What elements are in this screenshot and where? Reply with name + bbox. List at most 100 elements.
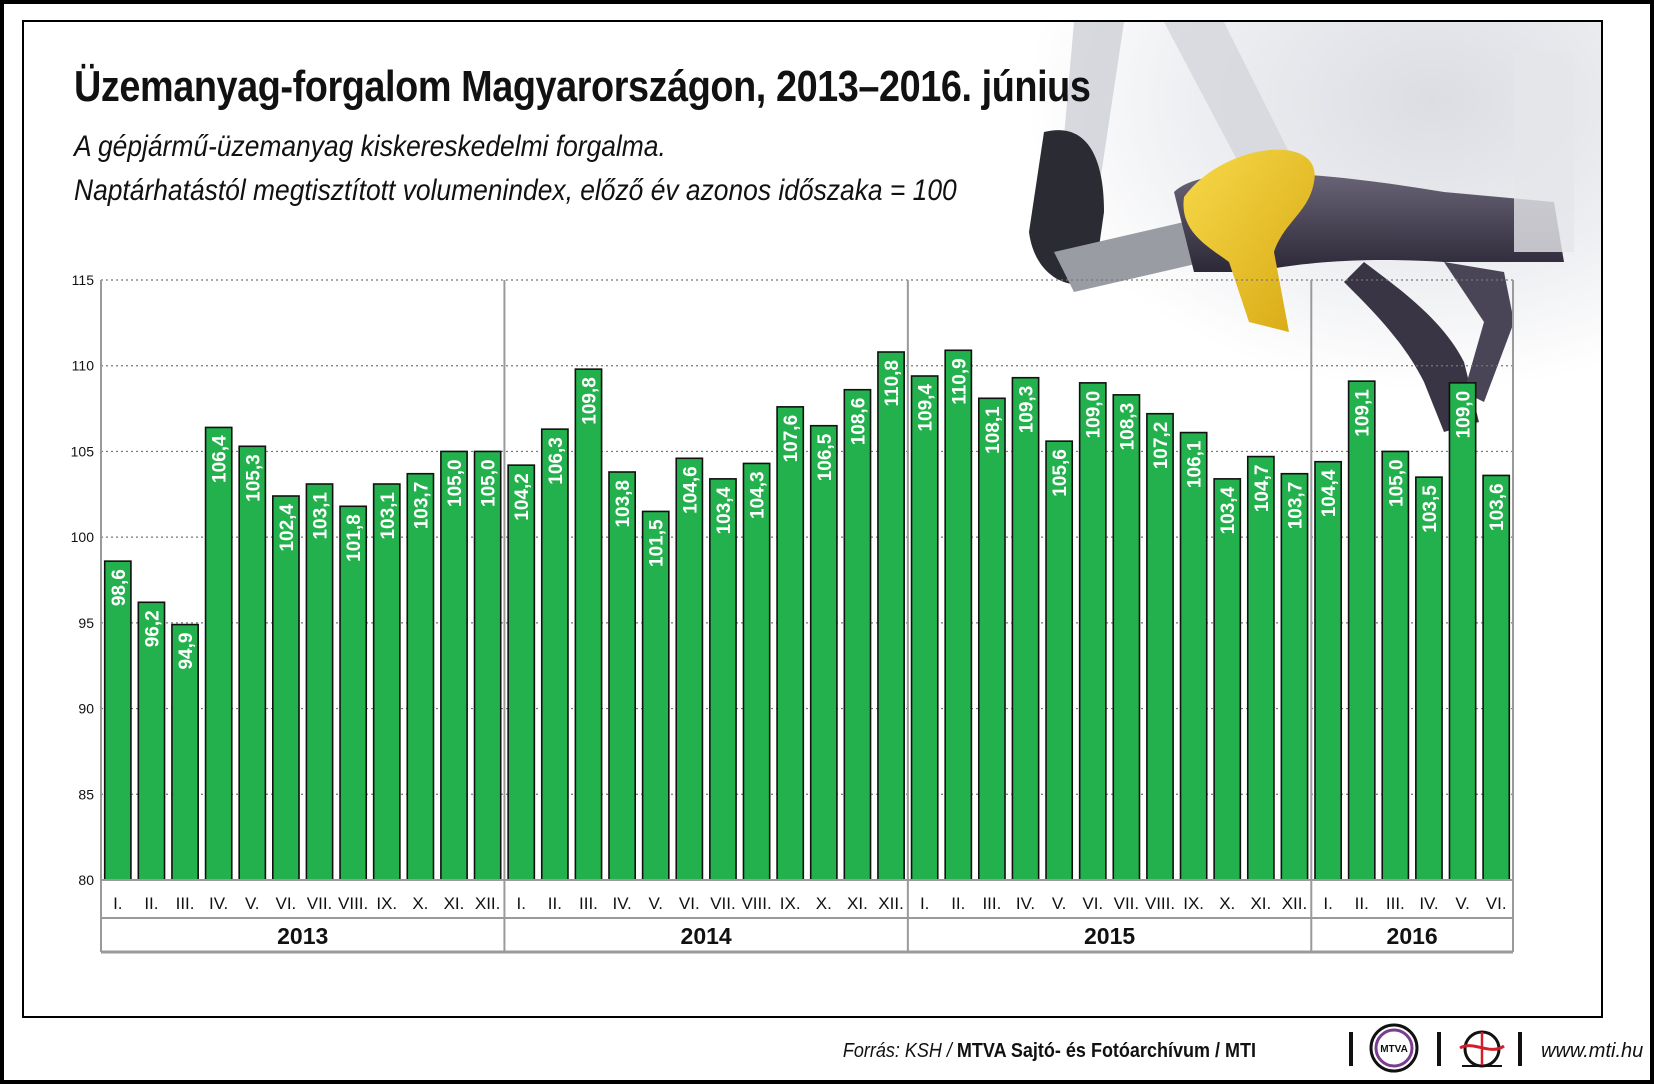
bar xyxy=(1011,376,1040,881)
x-tick-label: II. xyxy=(548,894,562,913)
y-tick-label: 85 xyxy=(78,786,94,802)
bar-value-label: 105,0 xyxy=(445,459,466,507)
bar xyxy=(944,349,973,881)
x-tick-label: III. xyxy=(982,894,1001,913)
bar-value-label: 103,7 xyxy=(1285,482,1306,530)
bar xyxy=(776,406,805,881)
bar xyxy=(742,462,771,881)
x-tick-label: VI. xyxy=(679,894,700,913)
bar xyxy=(406,472,435,881)
fuel-pump-photo xyxy=(824,22,1601,582)
bar xyxy=(641,510,670,881)
bar xyxy=(574,368,603,881)
bar xyxy=(1213,478,1242,881)
bar xyxy=(1045,440,1074,881)
bar xyxy=(1448,382,1477,881)
bar xyxy=(1146,412,1174,881)
y-tick-label: 100 xyxy=(71,529,95,545)
x-tick-label: VIII. xyxy=(741,894,771,913)
x-tick-label: VII. xyxy=(710,894,736,913)
bar xyxy=(238,445,267,881)
x-tick-label: IX. xyxy=(376,894,397,913)
x-tick-label: X. xyxy=(1219,894,1235,913)
bar xyxy=(1314,460,1343,881)
x-tick-label: VI. xyxy=(1082,894,1103,913)
y-axis: 80 85 90 95 100 105 110 115 xyxy=(71,272,102,952)
x-tick-label: III. xyxy=(1386,894,1405,913)
bar-value-label: 107,2 xyxy=(1151,422,1172,470)
bar xyxy=(271,495,300,881)
x-tick-label: V. xyxy=(648,894,663,913)
bar xyxy=(1112,394,1141,881)
bar-value-label: 103,7 xyxy=(411,482,432,530)
bar xyxy=(204,426,233,881)
bar xyxy=(507,464,536,881)
footer: Forrás: KSH / MTVA Sajtó- és Fotóarchívu… xyxy=(0,1023,1654,1078)
bar-value-label: 105,0 xyxy=(479,459,500,507)
bar xyxy=(910,375,939,881)
bar xyxy=(137,601,166,881)
x-tick-label: I. xyxy=(1323,894,1332,913)
x-tick-label: V. xyxy=(1052,894,1067,913)
x-tick-label: I. xyxy=(517,894,526,913)
x-tick-label: I. xyxy=(113,894,122,913)
chart-title: Üzemanyag-forgalom Magyarországon, 2013–… xyxy=(74,62,1091,111)
x-tick-label: X. xyxy=(816,894,832,913)
x-tick-label: VII. xyxy=(307,894,333,913)
footer-separator xyxy=(1437,1032,1441,1066)
chart-subtitle-line2: Naptárhatástól megtisztított volumeninde… xyxy=(74,174,957,207)
bar xyxy=(305,483,334,881)
x-tick-label: X. xyxy=(412,894,428,913)
footer-separator xyxy=(1349,1032,1353,1066)
bar-value-label: 109,4 xyxy=(916,384,937,432)
bar xyxy=(372,483,401,881)
x-tick-label: III. xyxy=(579,894,598,913)
bar xyxy=(608,471,637,881)
year-label: 2013 xyxy=(277,923,328,949)
x-tick-label: IV. xyxy=(1016,894,1035,913)
grid-lines xyxy=(101,279,1514,952)
x-tick-label: IX. xyxy=(1183,894,1204,913)
mtva-logo-text: MTVA xyxy=(1380,1044,1408,1055)
x-tick-label: I. xyxy=(920,894,929,913)
bar xyxy=(1482,474,1511,881)
bar xyxy=(1078,382,1107,881)
bar xyxy=(473,450,502,881)
bar xyxy=(339,505,368,881)
bar-value-label: 110,9 xyxy=(949,358,970,405)
footer-separator xyxy=(1518,1032,1522,1066)
bar xyxy=(1381,450,1410,881)
bar-value-label: 109,0 xyxy=(1084,391,1105,439)
x-tick-label: II. xyxy=(951,894,965,913)
bar-value-label: 106,3 xyxy=(546,437,567,485)
bar-value-label: 103,5 xyxy=(1420,485,1441,533)
bar xyxy=(675,457,704,881)
bar-value-label: 104,2 xyxy=(512,473,533,521)
bar-value-label: 109,0 xyxy=(1454,391,1475,439)
website-link[interactable]: www.mti.hu xyxy=(1541,1040,1644,1062)
y-tick-label: 90 xyxy=(78,701,94,717)
bar xyxy=(843,388,872,881)
source-agency: MTVA Sajtó- és Fotóarchívum / MTI xyxy=(956,1040,1256,1062)
bars: 98,6 96,2 94,9 106,4 105,3 102,4 103,1 101,8 103… xyxy=(103,349,1511,881)
x-tick-label: XI. xyxy=(444,894,465,913)
bar xyxy=(709,478,737,881)
bar-value-label: 110,8 xyxy=(882,360,903,407)
bar xyxy=(1179,431,1208,881)
bar xyxy=(1415,476,1443,881)
bar-value-label: 105,3 xyxy=(243,454,264,502)
bar-value-label: 109,8 xyxy=(579,377,600,425)
bar-value-label: 104,7 xyxy=(1252,465,1273,513)
bar-value-label: 103,1 xyxy=(378,492,399,540)
x-tick-label: VIII. xyxy=(338,894,368,913)
x-tick-label: XII. xyxy=(1282,894,1308,913)
year-label: 2015 xyxy=(1084,923,1135,949)
x-tick-label: IV. xyxy=(209,894,228,913)
x-tick-label: V. xyxy=(1455,894,1470,913)
bar xyxy=(540,428,569,881)
bar-value-label: 108,1 xyxy=(983,406,1004,454)
bar-value-label: 96,2 xyxy=(142,610,163,647)
year-label: 2016 xyxy=(1387,923,1438,949)
bar-value-label: 106,5 xyxy=(815,433,836,481)
